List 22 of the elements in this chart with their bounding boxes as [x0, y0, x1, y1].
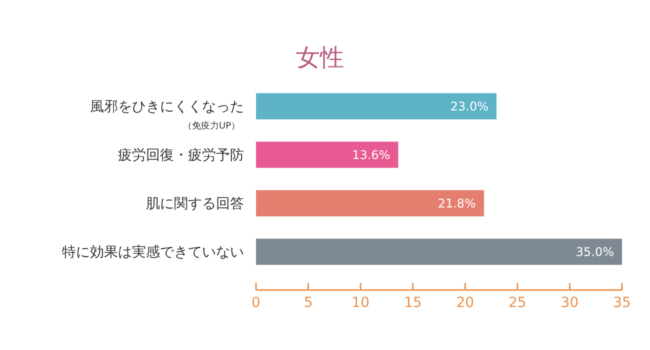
y-tick-label: 特に効果は実感できていない: [62, 244, 244, 261]
x-tick-label: 20: [456, 294, 474, 311]
bar: [256, 190, 484, 216]
y-tick-label: 風邪をひきにくくなった: [90, 99, 244, 116]
y-tick-label: 肌に関する回答: [146, 196, 244, 212]
bar: [256, 142, 398, 168]
data-label: 13.6%: [352, 148, 390, 162]
x-tick-label: 35: [613, 294, 631, 311]
bar: [256, 238, 622, 265]
data-label: 23.0%: [450, 99, 489, 114]
x-tick-label: 30: [560, 294, 579, 311]
x-tick-label: 0: [252, 294, 260, 311]
x-tick-label: 25: [508, 294, 526, 311]
data-label: 35.0%: [576, 244, 614, 259]
bar: [256, 93, 497, 120]
text: （免疫力UP）: [182, 120, 240, 132]
y-tick-label: 疲労回復・疲労予防: [118, 148, 244, 164]
x-tick-label: 5: [304, 294, 313, 311]
data-label: 21.8%: [438, 196, 476, 210]
x-tick-label: 15: [404, 294, 422, 311]
x-tick-label: 10: [352, 294, 370, 311]
chart-title: 女性: [296, 43, 344, 72]
